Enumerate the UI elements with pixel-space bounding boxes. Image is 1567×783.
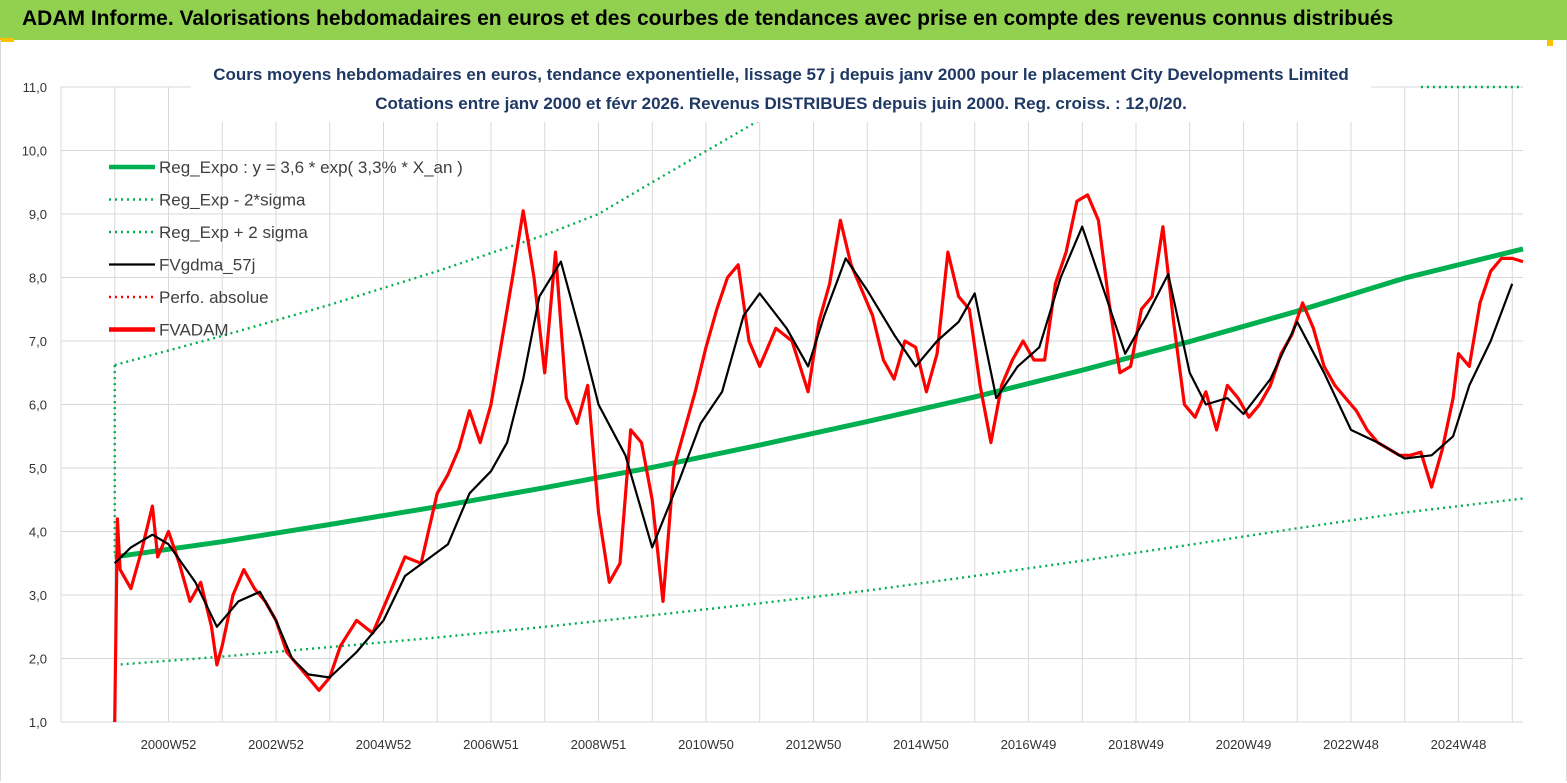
report-banner: ADAM Informe. Valorisations hebdomadaire… — [0, 0, 1567, 40]
legend-entry: Reg_Exp - 2*sigma — [159, 191, 306, 210]
axis-layer: 1,0 2,0 3,0 4,0 5,0 6,0 7,0 8,0 9,0 10,0 11,0 2000W… — [22, 80, 1487, 752]
x-tick-label: 2016W49 — [1001, 737, 1057, 752]
x-tick-label: 2022W48 — [1323, 737, 1379, 752]
y-tick-label: 11,0 — [23, 80, 47, 95]
report-title: ADAM Informe. Valorisations hebdomadaire… — [22, 7, 1394, 30]
chart-subtitle: Cotations entre janv 2000 et févr 2026. … — [375, 94, 1187, 113]
y-tick-label: 6,0 — [29, 398, 47, 413]
chart-title: Cours moyens hebdomadaires en euros, ten… — [213, 65, 1349, 84]
chart-svg: 1,0 2,0 3,0 4,0 5,0 6,0 7,0 8,0 9,0 10,0 11,0 2000W… — [22, 52, 1524, 752]
legend: Reg_Expo : y = 3,6 * exp( 3,3% * X_an ) R… — [109, 158, 463, 340]
chart-frame: 1,0 2,0 3,0 4,0 5,0 6,0 7,0 8,0 9,0 10,0 11,0 2000W… — [0, 40, 1567, 781]
y-tick-label: 8,0 — [29, 271, 47, 286]
legend-entry: Perfo. absolue — [159, 288, 269, 307]
accent-mark-left — [0, 38, 14, 42]
x-tick-label: 2020W49 — [1216, 737, 1272, 752]
y-tick-label: 7,0 — [29, 334, 47, 349]
series-line-5 — [113, 193, 1524, 723]
y-tick-label: 3,0 — [29, 588, 47, 603]
x-tick-label: 2008W51 — [571, 737, 627, 752]
x-tick-label: 2012W50 — [786, 737, 842, 752]
y-tick-label: 4,0 — [29, 525, 47, 540]
x-tick-label: 2004W52 — [356, 737, 412, 752]
y-tick-label: 1,0 — [29, 715, 47, 730]
y-tick-label: 10,0 — [22, 144, 47, 159]
x-tick-label: 2018W49 — [1108, 737, 1164, 752]
y-tick-label: 9,0 — [29, 207, 47, 222]
x-tick-label: 2010W50 — [678, 737, 734, 752]
series-line-3 — [113, 225, 1514, 679]
x-tick-label: 2006W51 — [463, 737, 519, 752]
x-tick-label: 2002W52 — [248, 737, 304, 752]
legend-entry: FVgdma_57j — [159, 256, 255, 275]
legend-entry: Reg_Expo : y = 3,6 * exp( 3,3% * X_an ) — [159, 158, 463, 177]
x-tick-label: 2024W48 — [1431, 737, 1487, 752]
title-backdrop — [191, 52, 1371, 122]
y-tick-label: 2,0 — [29, 652, 47, 667]
legend-entry: FVADAM — [159, 321, 229, 340]
series-line-0 — [114, 246, 1524, 560]
x-tick-label: 2014W50 — [893, 737, 949, 752]
legend-entry: Reg_Exp + 2 sigma — [159, 223, 308, 242]
series-line-1 — [114, 497, 1524, 667]
accent-mark-right — [1547, 40, 1553, 46]
grid-layer — [60, 86, 1523, 723]
x-tick-label: 2000W52 — [141, 737, 197, 752]
y-tick-label: 5,0 — [29, 461, 47, 476]
